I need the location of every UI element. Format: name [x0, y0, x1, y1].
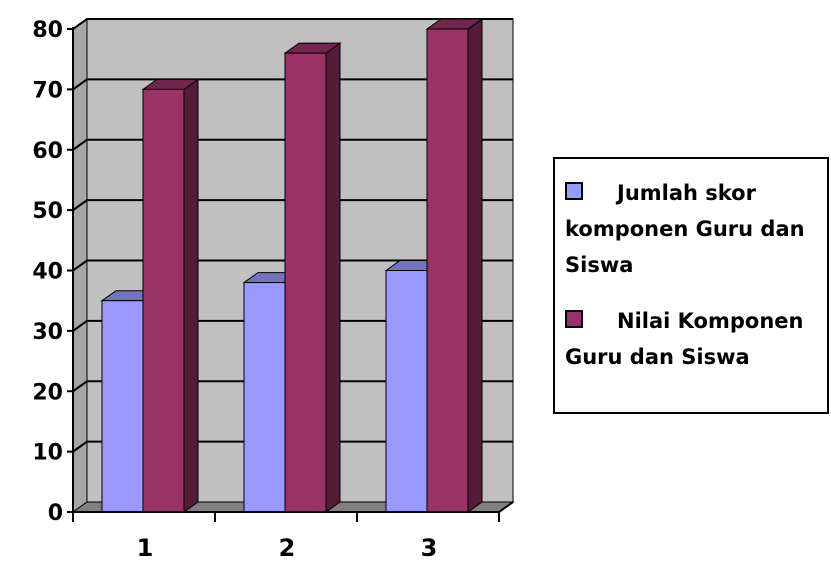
bar-front [284, 52, 327, 513]
bar [425, 18, 484, 513]
gridline [72, 138, 513, 151]
gridline [72, 440, 513, 453]
gridline [72, 380, 513, 393]
bar-front [243, 282, 286, 513]
legend-swatch-jumlah [565, 182, 583, 200]
y-tick-label: 30 [32, 320, 63, 345]
y-tick-label: 10 [32, 441, 63, 466]
bar-side [467, 18, 483, 513]
y-tick-label: 60 [32, 139, 63, 164]
legend-item-nilai: Nilai Komponen Guru dan Siswa [565, 303, 827, 375]
gridline [72, 78, 513, 91]
bar [141, 78, 200, 513]
legend-swatch-nilai [565, 310, 583, 328]
gridline [72, 18, 513, 30]
bar-front [426, 28, 469, 513]
legend-item-jumlah: Jumlah skor komponen Guru dan Siswa [565, 175, 827, 283]
legend-label-nilai: Nilai Komponen Guru dan Siswa [565, 309, 804, 369]
gridline [72, 319, 513, 332]
y-tick-label: 50 [32, 199, 63, 224]
y-tick-label: 20 [32, 380, 63, 405]
bar-front [385, 270, 428, 513]
bar-side [183, 78, 199, 513]
y-tick-labels: 0 10 20 30 40 50 60 70 80 [32, 18, 63, 526]
bar-front [101, 300, 144, 513]
bar [283, 42, 342, 513]
axes [67, 27, 514, 522]
x-tick-label: 1 [137, 534, 154, 562]
y-tick-label: 80 [32, 18, 63, 43]
y-tick-label: 40 [32, 260, 63, 285]
y-tick-label: 70 [32, 78, 63, 103]
x-axis-depth [498, 501, 514, 513]
bars [100, 18, 484, 513]
gridline [72, 259, 513, 272]
gridlines [72, 18, 513, 453]
x-tick-labels: 1 2 3 [137, 534, 438, 562]
y-tick-label: 0 [48, 501, 63, 526]
legend: Jumlah skor komponen Guru dan Siswa Nila… [553, 157, 829, 414]
gridline [72, 199, 513, 211]
x-tick-label: 2 [279, 534, 296, 562]
bar-side [325, 42, 341, 513]
bar-front [142, 88, 185, 513]
x-tick-label: 3 [421, 534, 438, 562]
legend-label-jumlah: Jumlah skor komponen Guru dan Siswa [565, 181, 805, 277]
